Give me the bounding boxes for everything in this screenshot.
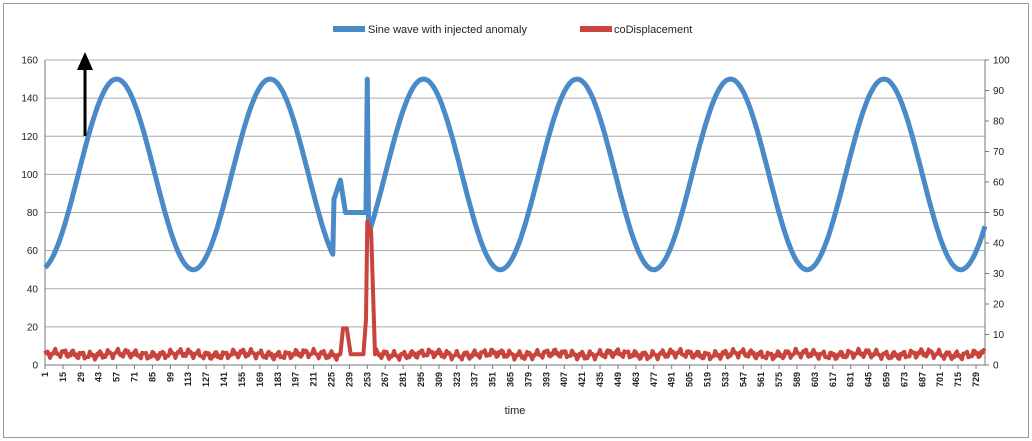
- x-tick-label: 365: [506, 372, 516, 387]
- x-tick-label: 267: [380, 372, 390, 387]
- x-tick-label: 141: [219, 372, 229, 387]
- arrow-head: [77, 52, 93, 70]
- arrow-annotation: [77, 52, 93, 136]
- x-tick-label: 43: [94, 372, 104, 382]
- x-tick-label: 463: [631, 372, 641, 387]
- x-tick-label: 533: [720, 372, 730, 387]
- y-left-tick-label: 40: [27, 284, 39, 295]
- x-tick-label: 575: [774, 372, 784, 387]
- y-right-tick-label: 40: [993, 239, 1005, 250]
- x-tick-label: 393: [541, 372, 551, 387]
- x-tick-label: 197: [291, 372, 301, 387]
- y-right-tick-label: 90: [993, 86, 1005, 97]
- y-left-tick-label: 120: [21, 132, 38, 143]
- x-tick-label: 281: [398, 372, 408, 387]
- y-right-tick-label: 60: [993, 178, 1005, 189]
- x-tick-label: 645: [864, 372, 874, 387]
- x-tick-label: 239: [344, 372, 354, 387]
- x-tick-label: 15: [58, 372, 68, 382]
- y-left-tick-label: 20: [27, 322, 39, 333]
- x-tick-label: 57: [112, 372, 122, 382]
- x-tick-label: 687: [917, 372, 927, 387]
- x-tick-label: 253: [362, 372, 372, 387]
- legend-label-sine: Sine wave with injected anomaly: [368, 24, 527, 36]
- y-left-tick-label: 100: [21, 170, 38, 181]
- series-group: [43, 76, 988, 362]
- series-line-sine: [43, 76, 988, 273]
- y-left-tick-label: 140: [21, 94, 38, 105]
- x-tick-label: 701: [935, 372, 945, 387]
- x-tick-label: 715: [953, 372, 963, 387]
- x-tick-label: 547: [738, 372, 748, 387]
- x-tick-label: 673: [899, 372, 909, 387]
- x-tick-label: 211: [309, 372, 319, 387]
- y-right-tick-label: 100: [993, 56, 1010, 67]
- x-tick-label: 99: [165, 372, 175, 382]
- x-tick-label: 449: [613, 372, 623, 387]
- x-tick-label: 519: [702, 372, 712, 387]
- x-tick-label: 225: [326, 372, 336, 387]
- x-tick-label: 1: [40, 372, 50, 377]
- x-tick-label: 379: [523, 372, 533, 387]
- x-tick-label: 729: [971, 372, 981, 387]
- x-tick-label: 603: [810, 372, 820, 387]
- x-tick-label: 71: [130, 372, 140, 382]
- gridlines: [45, 59, 985, 366]
- x-tick-label: 85: [147, 372, 157, 382]
- legend-label-codisplacement: coDisplacement: [614, 24, 692, 36]
- y-axis-left: 0 20 40 60 80 100 120 140 160: [21, 56, 46, 372]
- y-left-tick-label: 0: [32, 361, 38, 372]
- y-left-tick-label: 60: [27, 246, 39, 257]
- y-right-tick-label: 10: [993, 330, 1005, 341]
- y-right-tick-label: 80: [993, 117, 1005, 128]
- y-right-tick-label: 50: [993, 208, 1005, 219]
- x-tick-label: 29: [76, 372, 86, 382]
- x-tick-label: 505: [685, 372, 695, 387]
- x-tick-label: 589: [792, 372, 802, 387]
- y-left-tick-label: 160: [21, 56, 38, 67]
- x-axis: 1 15 29 43 57 71 85 99 113 127 141 155 169 183 197 211 2…: [40, 365, 981, 387]
- y-left-tick-label: 80: [27, 208, 39, 219]
- x-tick-label: 421: [577, 372, 587, 387]
- y-right-tick-label: 0: [993, 361, 999, 372]
- legend-swatch-codisplacement: [580, 26, 612, 32]
- y-right-tick-label: 30: [993, 269, 1005, 280]
- x-tick-label: 491: [667, 372, 677, 387]
- x-tick-label: 309: [434, 372, 444, 387]
- x-tick-label: 561: [756, 372, 766, 387]
- x-tick-label: 183: [273, 372, 283, 387]
- x-tick-label: 169: [255, 372, 265, 387]
- y-axis-right: 0 10 20 30 40 50 60 70 80 90 100: [984, 56, 1010, 372]
- series-line-codisplacement: [43, 219, 987, 362]
- x-tick-label: 323: [452, 372, 462, 387]
- x-tick-label: 155: [237, 372, 247, 387]
- x-tick-label: 113: [183, 372, 193, 387]
- x-tick-label: 351: [488, 372, 498, 387]
- x-tick-label: 127: [201, 372, 211, 387]
- x-tick-label: 295: [416, 372, 426, 387]
- y-right-tick-label: 20: [993, 300, 1005, 311]
- x-tick-label: 477: [649, 372, 659, 387]
- legend-swatch-sine: [333, 26, 365, 32]
- x-tick-label: 631: [846, 372, 856, 387]
- x-tick-label: 617: [828, 372, 838, 387]
- y-right-tick-label: 70: [993, 147, 1005, 158]
- x-tick-label: 407: [559, 372, 569, 387]
- x-tick-label: 435: [595, 372, 605, 387]
- x-tick-label: 337: [470, 372, 480, 387]
- x-tick-label: 659: [882, 372, 892, 387]
- x-axis-title: time: [505, 405, 526, 417]
- legend: Sine wave with injected anomaly coDispla…: [333, 24, 692, 36]
